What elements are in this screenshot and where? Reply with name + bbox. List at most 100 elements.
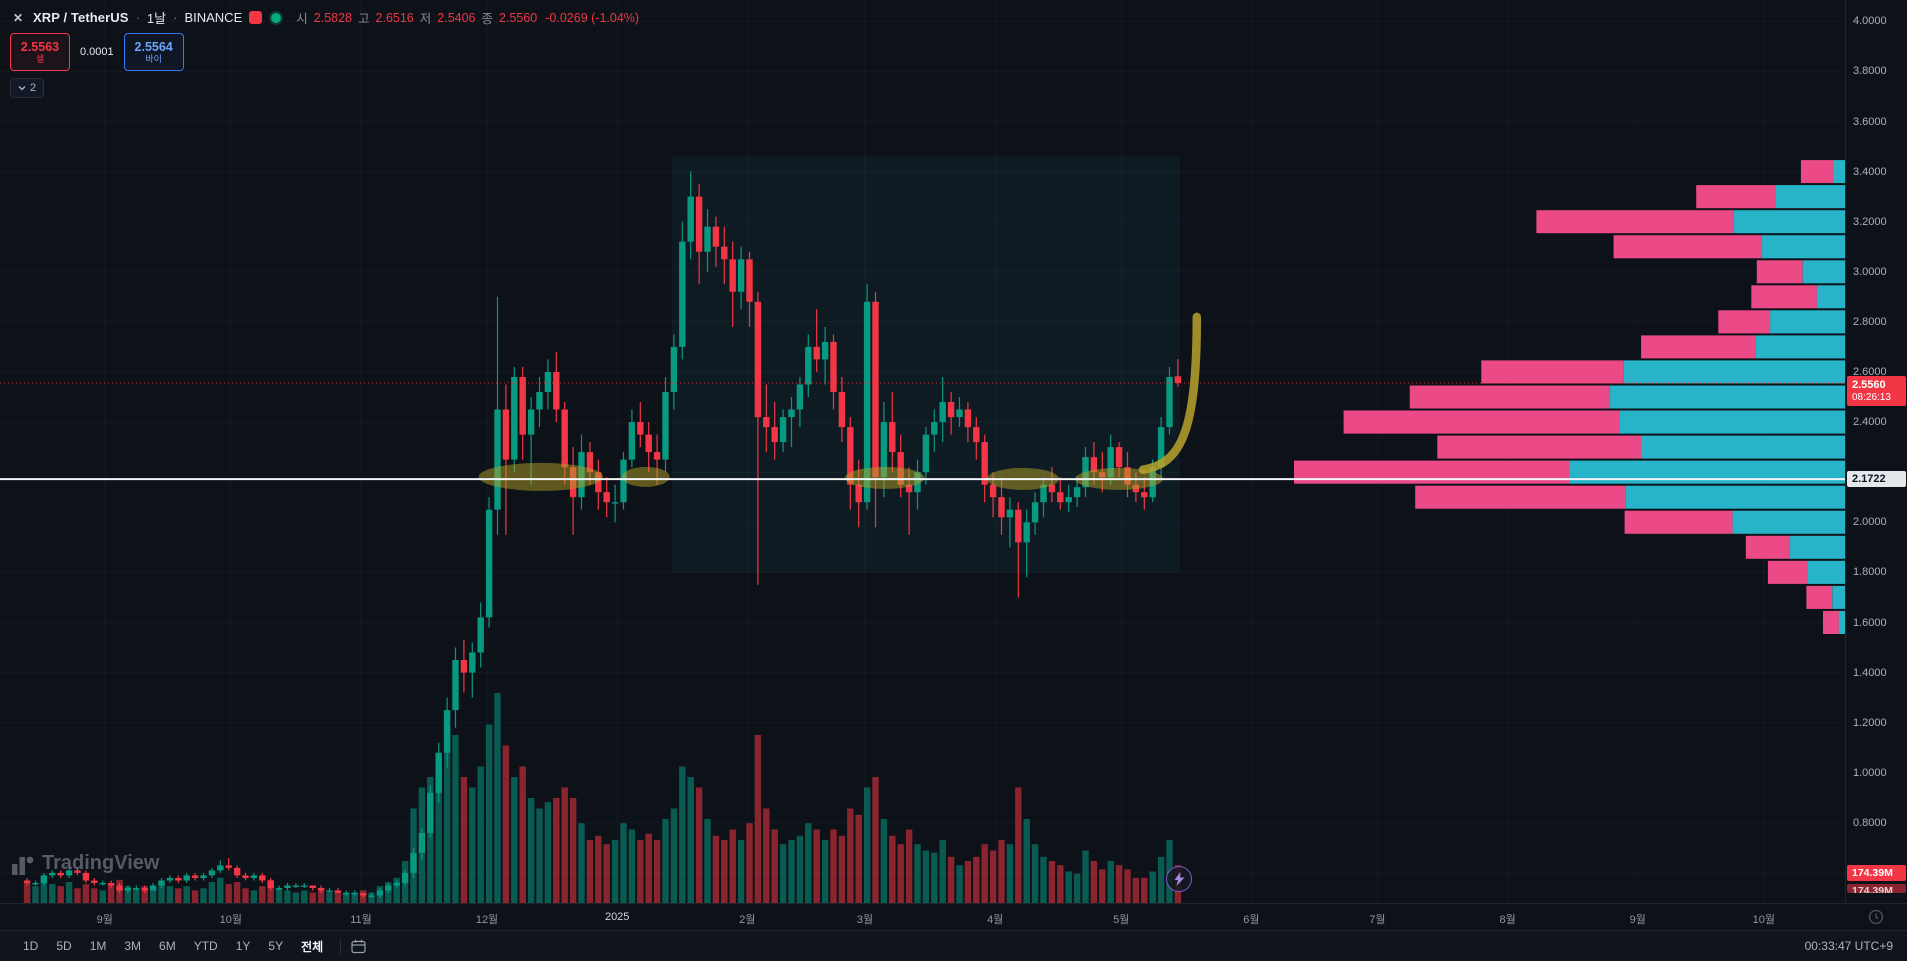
connection-status-icon[interactable] xyxy=(269,10,284,25)
header-separator: · xyxy=(173,10,178,25)
volume-profile-down xyxy=(1745,535,1790,559)
volume-profile-up xyxy=(1838,610,1845,634)
volume-profile-up xyxy=(1641,435,1845,459)
arrow-annotation[interactable] xyxy=(1138,312,1202,474)
time-axis-label: 2025 xyxy=(604,911,630,923)
volume-badge: 174.39M xyxy=(1847,865,1906,881)
time-axis-label: 9월 xyxy=(1629,914,1646,926)
price-axis[interactable]: 2.5560 08:26:13 2.1722 174.39M 174.39M 4… xyxy=(1845,0,1907,903)
interval-label[interactable]: 1날 xyxy=(146,11,167,26)
close-label: 종 xyxy=(481,12,494,26)
volume-profile-down xyxy=(1415,485,1626,509)
lightning-icon[interactable] xyxy=(1166,866,1192,892)
low-label: 저 xyxy=(419,12,432,26)
symbol-name[interactable]: XRP / TetherUS xyxy=(33,10,129,25)
price-tick: 4.0000 xyxy=(1853,15,1887,28)
clock-icon[interactable] xyxy=(1867,908,1885,926)
range-button-YTD[interactable]: YTD xyxy=(193,939,218,953)
price-tick: 1.4000 xyxy=(1853,666,1887,679)
volume-profile-up xyxy=(1569,460,1845,484)
go-to-date-icon[interactable] xyxy=(351,939,366,954)
hline-price-badge: 2.1722 xyxy=(1847,471,1906,488)
toolbar-divider xyxy=(340,938,342,954)
volume-profile-down xyxy=(1624,510,1733,534)
volume-profile-up xyxy=(1802,260,1845,284)
volume-profile-up xyxy=(1609,385,1845,409)
high-label: 고 xyxy=(358,12,370,26)
range-button-전체[interactable]: 전체 xyxy=(301,939,324,954)
volume-profile-up xyxy=(1733,210,1845,234)
ohlc-readout: 시 2.5828 고 2.6516 저 2.5406 종 2.5560 -0.0269 … xyxy=(296,8,639,27)
sell-button[interactable]: 2.5563 셀 xyxy=(10,33,70,71)
volume-profile-up xyxy=(1832,585,1845,609)
price-tick: 1.6000 xyxy=(1853,616,1887,629)
range-button-1M[interactable]: 1M xyxy=(89,939,107,953)
volume-profile-down xyxy=(1613,235,1762,259)
current-price-badge: 2.5560 08:26:13 xyxy=(1847,376,1906,406)
current-price-value: 2.5560 xyxy=(1852,378,1886,391)
spread-value: 0.0001 xyxy=(80,46,114,58)
highlight-ellipse[interactable] xyxy=(621,466,670,487)
exchange-label[interactable]: BINANCE xyxy=(184,10,243,25)
volume-profile-up xyxy=(1834,160,1845,184)
volume-profile-down xyxy=(1536,210,1734,234)
price-tick: 2.0000 xyxy=(1853,516,1887,529)
time-axis-label: 2월 xyxy=(739,914,756,926)
range-button-5D[interactable]: 5D xyxy=(56,939,72,953)
volume-profile-up xyxy=(1625,485,1845,509)
volume-profile-up xyxy=(1770,310,1845,334)
price-tick: 2.6000 xyxy=(1853,366,1887,378)
highlight-ellipse[interactable] xyxy=(478,462,603,491)
volume-profile-down xyxy=(1756,260,1803,284)
sell-label: 셀 xyxy=(35,54,45,65)
volume-profile-up xyxy=(1761,235,1845,259)
range-button-3M[interactable]: 3M xyxy=(124,939,142,953)
time-axis[interactable]: 9월 10월 11월 12월 2025 2월 3월 4월 5월 6월 7월 8월 9월 10월 xyxy=(0,903,1907,931)
volume-badge-clipped: 174.39M xyxy=(1847,884,1906,893)
highlight-ellipse[interactable] xyxy=(844,466,925,489)
volume-profile-down xyxy=(1751,285,1817,309)
volume-profile-down xyxy=(1294,460,1570,484)
xrp-logo-icon: ✕ xyxy=(12,10,24,25)
volume-profile-up xyxy=(1789,535,1845,559)
volume-profile-down xyxy=(1437,435,1642,459)
chevron-down-icon xyxy=(18,86,26,91)
price-tick: 3.6000 xyxy=(1853,115,1887,128)
indicator-collapse-button[interactable]: 2 xyxy=(10,78,45,98)
candlestick-chart[interactable] xyxy=(0,0,1845,903)
tradingview-logo-icon xyxy=(12,856,34,875)
time-axis-label: 4월 xyxy=(987,914,1004,926)
range-button-6M[interactable]: 6M xyxy=(159,939,176,953)
open-label: 시 xyxy=(296,12,308,26)
volume-profile-down xyxy=(1481,360,1624,384)
indicator-count: 2 xyxy=(30,82,37,94)
volume-profile-down xyxy=(1409,385,1610,409)
toolbar-clock[interactable]: 00:33:47 UTC+9 xyxy=(1804,939,1893,953)
low-value: 2.5406 xyxy=(437,10,476,25)
time-axis-label: 3월 xyxy=(856,914,874,926)
bar-countdown: 08:26:13 xyxy=(1852,391,1891,403)
tradingview-watermark: TradingView xyxy=(12,852,159,875)
price-tick: 1.0000 xyxy=(1853,766,1887,779)
range-button-5Y[interactable]: 5Y xyxy=(268,939,284,953)
buy-price: 2.5564 xyxy=(134,39,173,54)
buy-button[interactable]: 2.5564 바이 xyxy=(123,33,184,71)
price-tick: 0.8000 xyxy=(1853,816,1887,829)
watermark-text: TradingView xyxy=(42,852,160,874)
sell-price: 2.5563 xyxy=(20,39,60,54)
range-button-1Y[interactable]: 1Y xyxy=(235,939,251,953)
volume-profile-down xyxy=(1767,560,1808,584)
range-button-1D[interactable]: 1D xyxy=(23,939,39,953)
bottom-toolbar: 1D 5D 1M 3M 6M YTD 1Y 5Y 전체 00:33:47 UTC+9 xyxy=(0,930,1907,961)
price-tick: 3.0000 xyxy=(1853,265,1887,278)
flag-icon[interactable] xyxy=(249,11,263,24)
volume-profile-up xyxy=(1623,360,1845,384)
time-axis-label: 11월 xyxy=(350,914,372,926)
volume-profile-up xyxy=(1808,560,1845,584)
range-box-annotation[interactable] xyxy=(671,156,1180,573)
price-tick: 3.4000 xyxy=(1853,165,1887,178)
time-axis-label: 10월 xyxy=(219,914,242,926)
time-axis-label: 7월 xyxy=(1369,914,1386,926)
price-tick: 1.8000 xyxy=(1853,566,1887,579)
